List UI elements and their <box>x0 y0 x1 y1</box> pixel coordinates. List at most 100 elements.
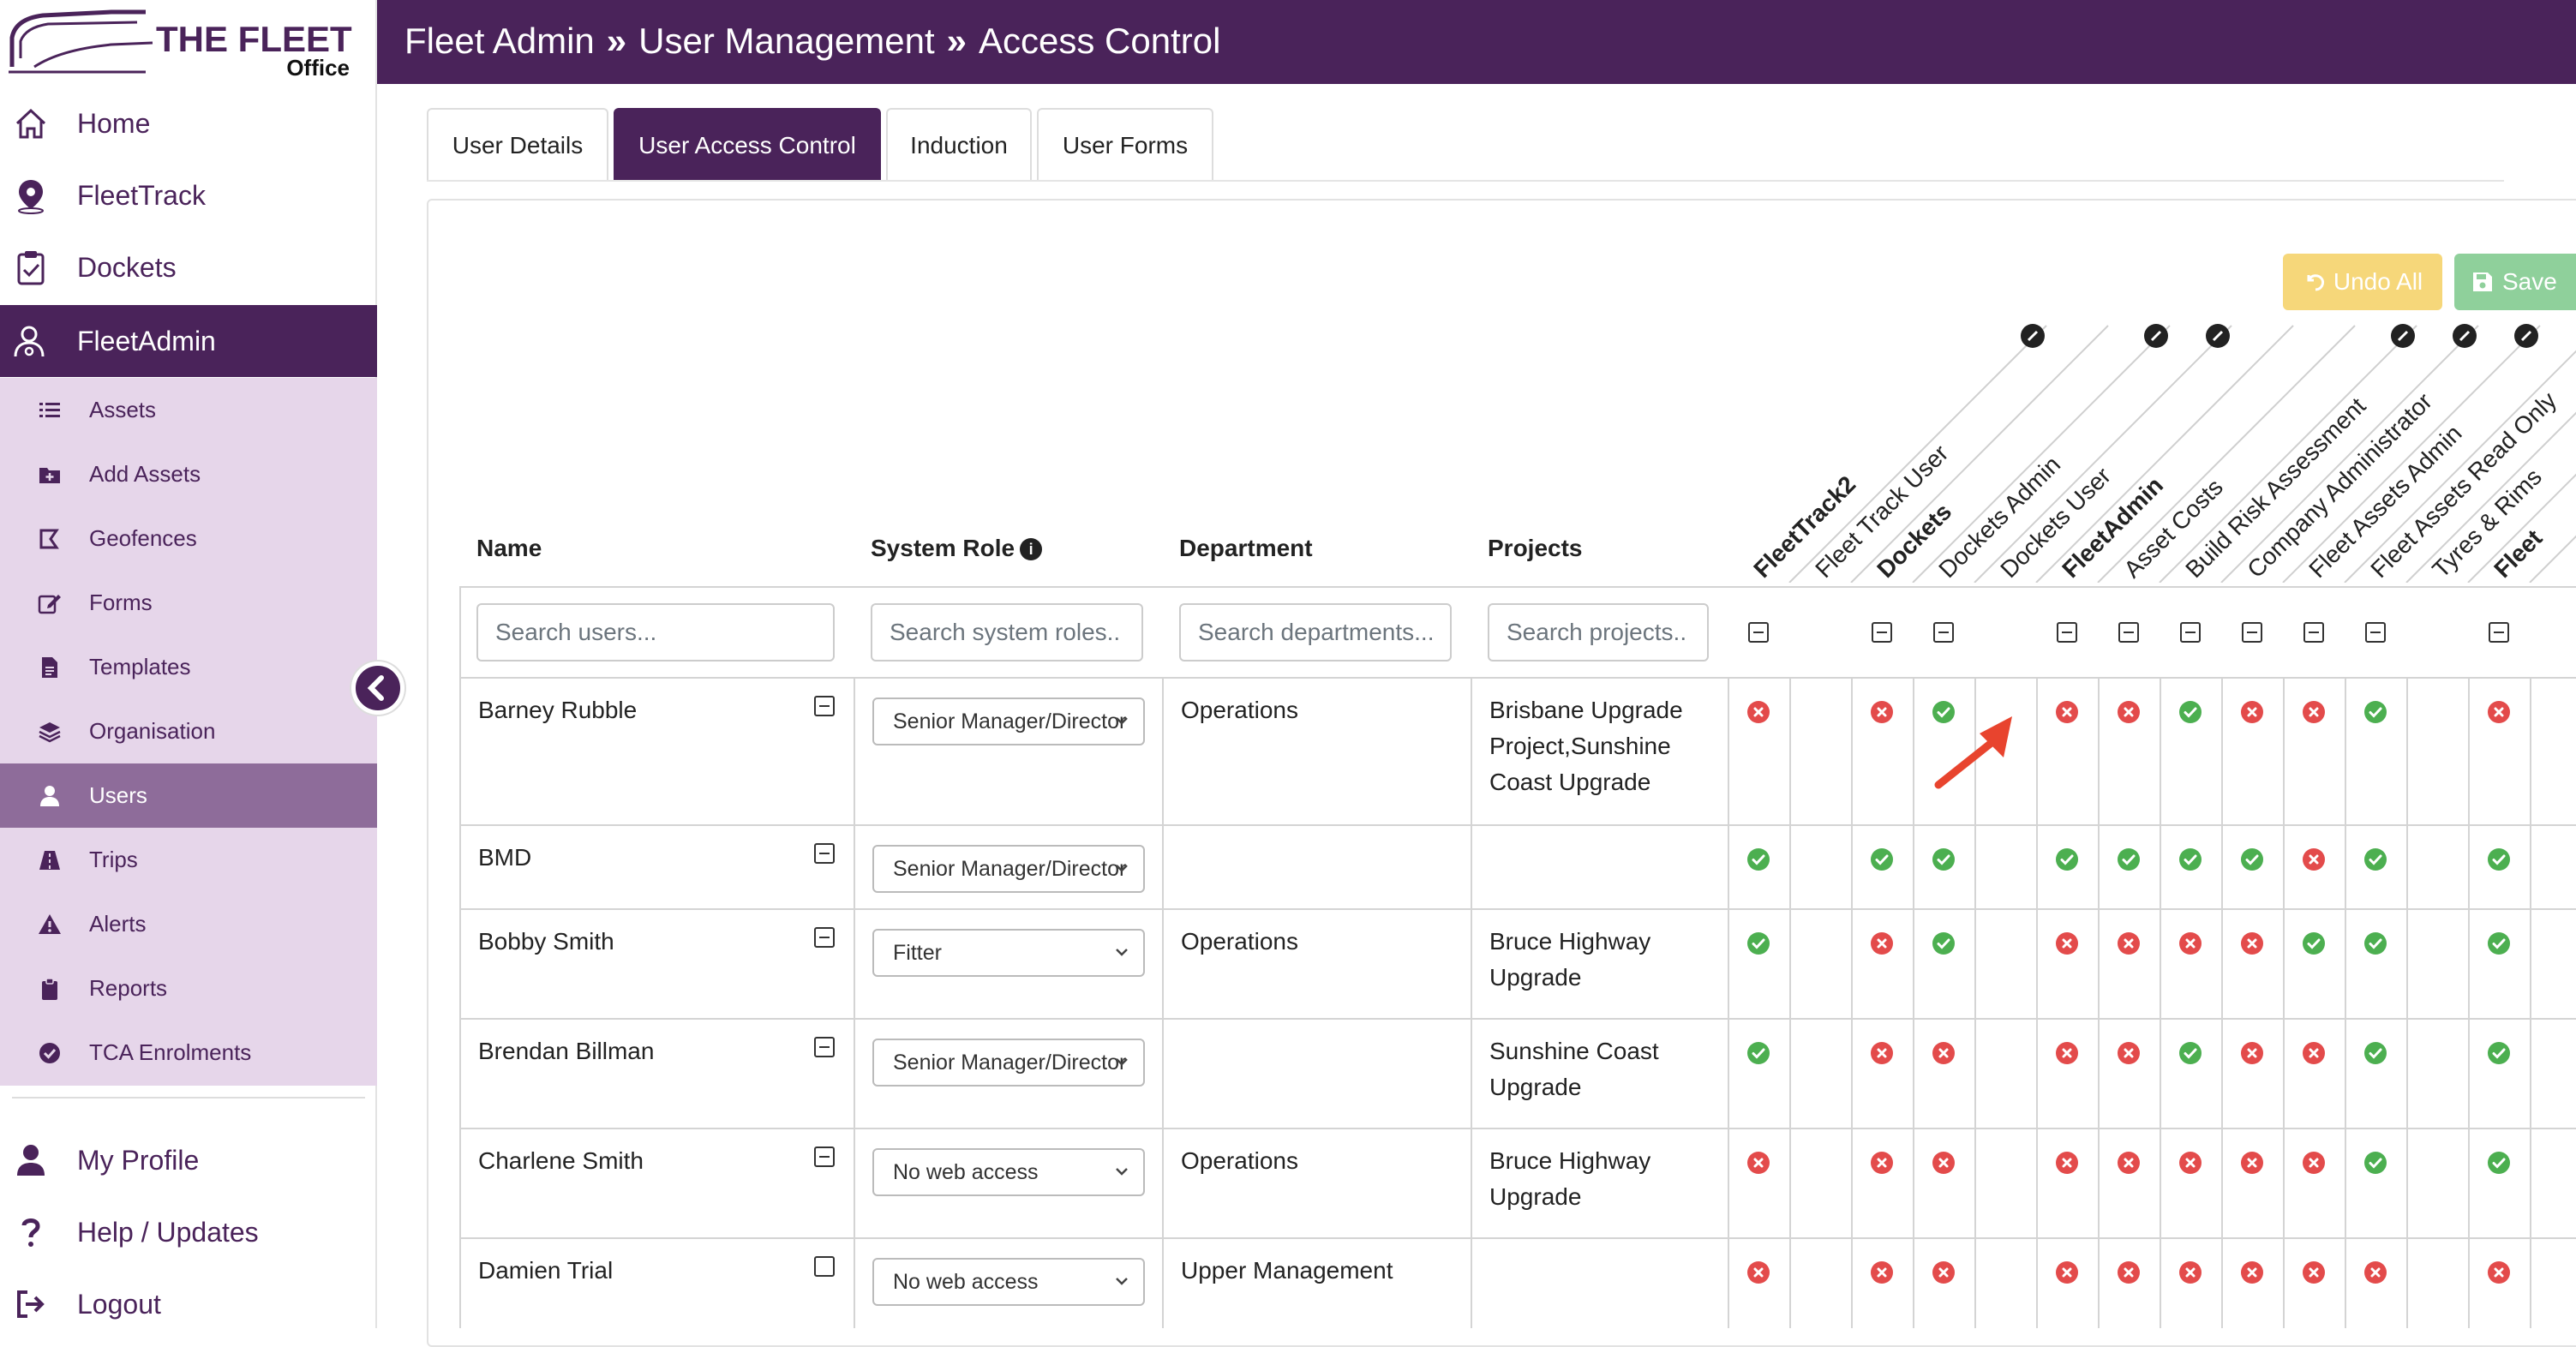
permission-denied-icon[interactable] <box>2241 1261 2263 1284</box>
permission-granted-icon[interactable] <box>2364 1152 2387 1174</box>
system-role-select[interactable]: No web access <box>872 1258 1145 1306</box>
user-name[interactable]: Charlene Smith <box>478 1147 644 1174</box>
permission-denied-icon[interactable] <box>2056 701 2078 723</box>
permission-granted-icon[interactable] <box>2179 848 2202 871</box>
select-all-checkbox[interactable] <box>1748 622 1769 643</box>
permission-granted-icon[interactable] <box>1932 932 1955 955</box>
logo[interactable]: THE FLEET Office <box>9 7 360 81</box>
sidebar-item-assets[interactable]: Assets <box>0 378 377 442</box>
sidebar-item-reports[interactable]: Reports <box>0 956 377 1021</box>
permission-denied-icon[interactable] <box>1932 1261 1955 1284</box>
sidebar-item-add-assets[interactable]: Add Assets <box>0 442 377 506</box>
nav-fleettrack[interactable]: FleetTrack <box>0 159 377 231</box>
permission-denied-icon[interactable] <box>2118 701 2140 723</box>
permission-denied-icon[interactable] <box>2241 1042 2263 1064</box>
permission-denied-icon[interactable] <box>2303 1261 2325 1284</box>
permission-denied-icon[interactable] <box>2179 932 2202 955</box>
permission-denied-icon[interactable] <box>2118 932 2140 955</box>
permission-granted-icon[interactable] <box>1932 848 1955 871</box>
select-all-checkbox[interactable] <box>2118 622 2139 643</box>
user-name[interactable]: BMD <box>478 844 532 871</box>
permission-granted-icon[interactable] <box>1747 932 1770 955</box>
permission-denied-icon[interactable] <box>1747 701 1770 723</box>
breadcrumb-fleet-admin[interactable]: Fleet Admin <box>404 21 595 61</box>
sidebar-item-templates[interactable]: Templates <box>0 635 377 699</box>
sidebar-item-trips[interactable]: Trips <box>0 828 377 892</box>
permission-granted-icon[interactable] <box>2364 701 2387 723</box>
user-name[interactable]: Brendan Billman <box>478 1038 655 1064</box>
undo-all-button[interactable]: Undo All <box>2283 254 2442 310</box>
row-select-checkbox[interactable] <box>814 927 835 948</box>
permission-denied-icon[interactable] <box>2303 1152 2325 1174</box>
permission-granted-icon[interactable] <box>1932 701 1955 723</box>
permission-granted-icon[interactable] <box>1747 1042 1770 1064</box>
permission-granted-icon[interactable] <box>2241 848 2263 871</box>
user-name[interactable]: Bobby Smith <box>478 928 614 955</box>
select-all-checkbox[interactable] <box>2057 622 2077 643</box>
column-header-system-role[interactable]: System Role i <box>871 535 1043 562</box>
select-all-checkbox[interactable] <box>1872 622 1892 643</box>
permission-denied-icon[interactable] <box>1747 1261 1770 1284</box>
permission-denied-icon[interactable] <box>2303 701 2325 723</box>
permission-denied-icon[interactable] <box>2179 1152 2202 1174</box>
permission-denied-icon[interactable] <box>2241 1152 2263 1174</box>
column-header-name[interactable]: Name <box>476 535 542 561</box>
tab-user-access-control[interactable]: User Access Control <box>614 108 881 182</box>
nav-home[interactable]: Home <box>0 87 377 159</box>
user-name[interactable]: Damien Trial <box>478 1257 614 1284</box>
permission-granted-icon[interactable] <box>2364 848 2387 871</box>
system-role-select[interactable]: Senior Manager/Director <box>872 697 1145 745</box>
select-all-checkbox[interactable] <box>2180 622 2201 643</box>
permission-granted-icon[interactable] <box>2488 932 2510 955</box>
permission-granted-icon[interactable] <box>2364 932 2387 955</box>
user-name[interactable]: Barney Rubble <box>478 697 638 723</box>
permission-denied-icon[interactable] <box>1871 1261 1893 1284</box>
permission-granted-icon[interactable] <box>1747 848 1770 871</box>
column-header-projects[interactable]: Projects <box>1488 535 1583 561</box>
search-roles-input[interactable] <box>871 603 1143 662</box>
nav-fleetadmin[interactable]: FleetAdmin <box>0 305 377 377</box>
system-role-select[interactable]: No web access <box>872 1148 1145 1196</box>
permission-granted-icon[interactable] <box>2179 701 2202 723</box>
tab-induction[interactable]: Induction <box>886 108 1032 182</box>
system-role-select[interactable]: Fitter <box>872 929 1145 977</box>
select-all-checkbox[interactable] <box>2242 622 2262 643</box>
system-role-select[interactable]: Senior Manager/Director <box>872 1039 1145 1087</box>
permission-granted-icon[interactable] <box>2179 1042 2202 1064</box>
select-all-checkbox[interactable] <box>1933 622 1954 643</box>
permission-denied-icon[interactable] <box>2488 1261 2510 1284</box>
permission-denied-icon[interactable] <box>1932 1152 1955 1174</box>
nav-dockets[interactable]: Dockets <box>0 231 377 303</box>
permission-denied-icon[interactable] <box>2056 1261 2078 1284</box>
permission-granted-icon[interactable] <box>2056 848 2078 871</box>
permission-granted-icon[interactable] <box>2118 848 2140 871</box>
row-select-checkbox[interactable] <box>814 696 835 716</box>
select-all-checkbox[interactable] <box>2365 622 2386 643</box>
permission-denied-icon[interactable] <box>1871 1152 1893 1174</box>
permission-denied-icon[interactable] <box>2179 1261 2202 1284</box>
permission-denied-icon[interactable] <box>1871 932 1893 955</box>
permission-denied-icon[interactable] <box>2056 1152 2078 1174</box>
permission-granted-icon[interactable] <box>2488 848 2510 871</box>
permission-granted-icon[interactable] <box>2488 1152 2510 1174</box>
select-all-checkbox[interactable] <box>2489 622 2509 643</box>
nav-help-updates[interactable]: Help / Updates <box>0 1196 377 1268</box>
column-header-department[interactable]: Department <box>1179 535 1313 561</box>
save-button[interactable]: Save <box>2454 254 2576 310</box>
permission-denied-icon[interactable] <box>2118 1152 2140 1174</box>
permission-denied-icon[interactable] <box>1871 1042 1893 1064</box>
permission-denied-icon[interactable] <box>1932 1042 1955 1064</box>
nav-my-profile[interactable]: My Profile <box>0 1124 377 1196</box>
permission-denied-icon[interactable] <box>2303 1042 2325 1064</box>
permission-denied-icon[interactable] <box>2118 1261 2140 1284</box>
row-select-checkbox[interactable] <box>814 843 835 864</box>
permission-denied-icon[interactable] <box>1747 1152 1770 1174</box>
sidebar-item-users[interactable]: Users <box>0 763 377 828</box>
permission-denied-icon[interactable] <box>2364 1261 2387 1284</box>
sidebar-item-alerts[interactable]: Alerts <box>0 892 377 956</box>
permission-denied-icon[interactable] <box>2241 932 2263 955</box>
permission-denied-icon[interactable] <box>2056 1042 2078 1064</box>
search-departments-input[interactable] <box>1179 603 1452 662</box>
tab-user-details[interactable]: User Details <box>427 108 608 182</box>
search-users-input[interactable] <box>476 603 835 662</box>
